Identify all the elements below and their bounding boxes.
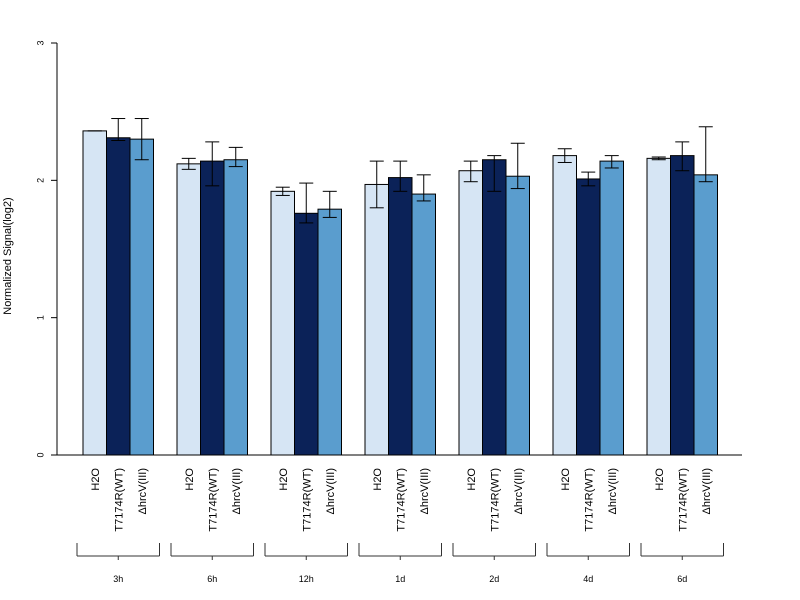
bar: [200, 160, 225, 456]
bar-labels: H2O T7174R(WT) ΔhrcV(III) H2O T7174R(WT) Δhrc…: [90, 468, 713, 532]
bar-label: H2O: [278, 468, 290, 491]
bar: [411, 193, 436, 456]
bar: [552, 155, 577, 456]
error-bar: [487, 155, 502, 192]
bar: [106, 137, 131, 456]
group-label: 6d: [677, 574, 687, 584]
bar-label: T7174R(WT): [489, 468, 501, 532]
bar: [129, 138, 154, 456]
error-bar: [322, 190, 337, 218]
bar-label: T7174R(WT): [677, 468, 689, 532]
bar-label: ΔhrcV(III): [513, 468, 525, 514]
bar: [223, 159, 248, 456]
bar: [270, 190, 295, 456]
bar: [364, 183, 389, 456]
error-bar: [416, 174, 431, 202]
bar: [317, 208, 342, 456]
bar-label: H2O: [466, 468, 478, 491]
y-axis: 0 1 2 3: [35, 40, 58, 458]
group-bracket: [358, 543, 442, 560]
bar: [670, 155, 695, 456]
error-bar: [463, 160, 478, 183]
group-label: 1d: [395, 574, 405, 584]
bar: [294, 212, 319, 456]
error-bar: [111, 118, 126, 142]
error-bars: [87, 118, 713, 224]
bar-label: H2O: [184, 468, 196, 491]
error-bar: [698, 126, 713, 183]
bar-label: T7174R(WT): [583, 468, 595, 532]
bar-label: H2O: [372, 468, 384, 491]
group-bracket: [640, 543, 724, 560]
error-bar: [134, 118, 149, 161]
bar: [458, 170, 483, 456]
bar-label: ΔhrcV(III): [325, 468, 337, 514]
bar-label: T7174R(WT): [113, 468, 125, 532]
bar: [176, 163, 201, 456]
bar: [482, 159, 507, 456]
bar: [388, 177, 413, 456]
bar: [646, 157, 671, 456]
y-tick-label: 2: [35, 178, 45, 183]
bar-label: ΔhrcV(III): [137, 468, 149, 514]
group-label: 2d: [489, 574, 499, 584]
bar: [576, 178, 601, 456]
bar: [693, 174, 718, 456]
bar: [599, 160, 624, 456]
group-brackets: 3h 6h 12h 1d 2d 4d 6d: [76, 543, 724, 584]
error-bar: [205, 141, 220, 187]
error-bar: [369, 160, 384, 209]
bar-label: T7174R(WT): [301, 468, 313, 532]
error-bar: [228, 146, 243, 168]
y-tick-label: 1: [35, 315, 45, 320]
group-label: 4d: [583, 574, 593, 584]
error-bar: [675, 141, 690, 172]
y-axis-label: Normalized Signal(log2): [2, 197, 14, 314]
bar-label: ΔhrcV(III): [701, 468, 713, 514]
error-bar: [510, 142, 525, 190]
bar: [82, 130, 107, 456]
error-bar: [299, 182, 314, 224]
error-bar: [581, 171, 596, 187]
bar: [505, 175, 530, 456]
group-bracket: [452, 543, 536, 560]
bar-label: H2O: [560, 468, 572, 491]
bar-label: T7174R(WT): [395, 468, 407, 532]
error-bar: [604, 155, 619, 169]
bar-label: ΔhrcV(III): [231, 468, 243, 514]
group-label: 12h: [299, 574, 314, 584]
group-label: 6h: [207, 574, 217, 584]
bar-label: T7174R(WT): [207, 468, 219, 532]
error-bar: [393, 160, 408, 192]
group-bracket: [76, 543, 160, 560]
group-bracket: [264, 543, 348, 560]
group-bracket: [546, 543, 630, 560]
bars: [82, 130, 718, 456]
error-bar: [651, 156, 666, 161]
bar-label: ΔhrcV(III): [419, 468, 431, 514]
bar-label: ΔhrcV(III): [607, 468, 619, 514]
error-bar: [275, 186, 290, 196]
y-tick-label: 3: [35, 40, 45, 45]
group-bracket: [170, 543, 254, 560]
bar-label: H2O: [90, 468, 102, 491]
y-tick-label: 0: [35, 452, 45, 457]
group-label: 3h: [113, 574, 123, 584]
error-bar: [181, 157, 196, 170]
error-bar: [557, 148, 572, 163]
bar-label: H2O: [654, 468, 666, 491]
